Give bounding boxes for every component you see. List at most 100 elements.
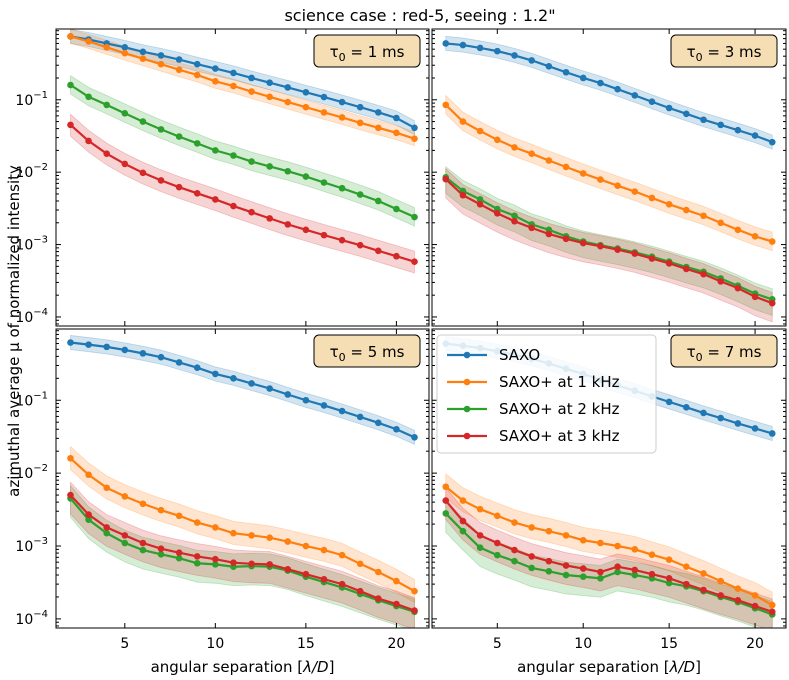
point-saxo-at-3-khz: [85, 137, 92, 145]
point-saxo-at-3-khz: [85, 511, 92, 518]
point-saxo-at-3-khz: [700, 586, 707, 594]
point-saxo: [751, 132, 759, 139]
point-saxo-at-1-khz: [139, 500, 147, 508]
point-saxo: [768, 430, 776, 437]
point-saxo: [717, 414, 724, 422]
point-saxo-at-3-khz: [494, 210, 501, 217]
panel-frame: [55, 328, 430, 629]
point-saxo-at-2-khz: [562, 571, 570, 579]
point-saxo-at-3-khz: [597, 568, 604, 576]
panel-plot-area: [442, 35, 776, 323]
point-saxo-at-2-khz: [212, 561, 219, 568]
point-saxo-at-1-khz: [157, 506, 165, 514]
x-tick-label: 5: [120, 636, 129, 652]
point-saxo-at-3-khz: [320, 231, 328, 239]
point-saxo-at-1-khz: [459, 497, 467, 504]
point-saxo-at-1-khz: [302, 542, 310, 550]
band-saxo-at-2-khz: [70, 74, 415, 227]
y-axis-label: azimuthal average μ of normalized intens…: [5, 165, 23, 497]
point-saxo-at-3-khz: [631, 250, 639, 257]
point-saxo: [212, 370, 219, 378]
point-saxo: [562, 68, 570, 76]
point-saxo-at-1-khz: [665, 200, 673, 208]
point-saxo-at-2-khz: [442, 510, 450, 517]
point-saxo-at-2-khz: [597, 575, 604, 582]
point-saxo-at-3-khz: [411, 607, 418, 614]
point-saxo-at-2-khz: [103, 529, 110, 537]
panel-4: 5 10 15 20 τ0 = 7 ms angular separation [λ/D]…: [431, 328, 787, 676]
point-saxo-at-3-khz: [717, 278, 724, 285]
point-saxo-at-1-khz: [212, 524, 219, 531]
panel-frame: [55, 28, 430, 327]
point-saxo-at-3-khz: [266, 215, 273, 222]
point-saxo-at-3-khz: [734, 284, 742, 292]
point-saxo-at-1-khz: [157, 60, 165, 68]
point-saxo-at-3-khz: [103, 524, 110, 531]
point-saxo-at-2-khz: [284, 167, 292, 175]
point-saxo-at-3-khz: [230, 559, 237, 567]
point-saxo-at-3-khz: [338, 580, 346, 588]
legend-label: SAXO+ at 2 kHz: [499, 400, 620, 418]
point-saxo: [393, 425, 400, 433]
point-saxo-at-2-khz: [85, 516, 92, 523]
point-saxo-at-1-khz: [734, 226, 742, 234]
panel-2: τ0 = 3 ms: [431, 28, 787, 327]
point-saxo-at-3-khz: [751, 602, 759, 610]
point-saxo-at-1-khz: [302, 103, 310, 111]
point-saxo-at-1-khz: [103, 484, 110, 492]
point-saxo: [751, 425, 759, 432]
point-saxo-at-3-khz: [717, 592, 724, 599]
point-saxo-at-1-khz: [442, 483, 450, 491]
point-saxo: [302, 88, 310, 96]
point-saxo: [511, 52, 518, 59]
legend-label: SAXO: [499, 346, 540, 364]
point-saxo-at-2-khz: [459, 527, 467, 535]
point-saxo-at-3-khz: [494, 539, 501, 547]
point-saxo-at-2-khz: [139, 118, 147, 125]
point-saxo-at-1-khz: [494, 136, 501, 144]
band-saxo-at-1-khz: [70, 445, 415, 604]
point-saxo: [248, 74, 255, 82]
point-saxo: [375, 419, 382, 427]
point-saxo: [597, 79, 604, 87]
x-tick-label: 15: [297, 636, 315, 652]
point-saxo-at-3-khz: [356, 241, 364, 249]
point-saxo-at-2-khz: [248, 158, 255, 165]
point-saxo-at-2-khz: [212, 147, 219, 154]
point-saxo-at-3-khz: [545, 557, 553, 565]
point-saxo-at-3-khz: [459, 517, 467, 525]
point-saxo-at-1-khz: [597, 176, 604, 183]
x-axis-label: angular separation [λ/D]: [517, 658, 701, 676]
point-saxo: [700, 409, 707, 417]
point-saxo-at-1-khz: [284, 538, 292, 545]
point-saxo-at-3-khz: [665, 260, 673, 267]
point-saxo-at-3-khz: [175, 549, 183, 556]
band-saxo: [445, 35, 773, 150]
point-saxo: [103, 343, 110, 351]
point-saxo-at-2-khz: [302, 173, 310, 180]
point-saxo-at-1-khz: [85, 471, 92, 479]
band-saxo-at-3-khz: [445, 486, 773, 628]
point-saxo-at-3-khz: [411, 258, 418, 265]
band-saxo: [70, 29, 415, 136]
point-saxo-at-1-khz: [356, 560, 364, 568]
point-saxo-at-3-khz: [230, 202, 237, 210]
point-saxo-at-3-khz: [266, 561, 273, 568]
panel-frame: [431, 28, 787, 327]
point-saxo-at-2-khz: [175, 554, 183, 562]
point-saxo-at-1-khz: [248, 532, 255, 539]
y-tick-label: 10−4: [15, 609, 48, 628]
point-saxo-at-1-khz: [683, 563, 690, 571]
point-saxo: [230, 69, 237, 77]
point-saxo: [320, 93, 328, 101]
tau-label-box: [313, 34, 421, 68]
point-saxo: [139, 350, 147, 357]
point-saxo-at-1-khz: [121, 49, 129, 57]
chart-title: science case : red-5, seeing : 1.2": [284, 6, 555, 25]
point-saxo: [67, 339, 74, 346]
point-saxo-at-2-khz: [193, 559, 201, 567]
point-saxo-at-3-khz: [751, 293, 759, 301]
point-saxo-at-1-khz: [597, 539, 604, 547]
point-saxo-at-2-khz: [230, 152, 237, 159]
point-saxo: [212, 65, 219, 72]
